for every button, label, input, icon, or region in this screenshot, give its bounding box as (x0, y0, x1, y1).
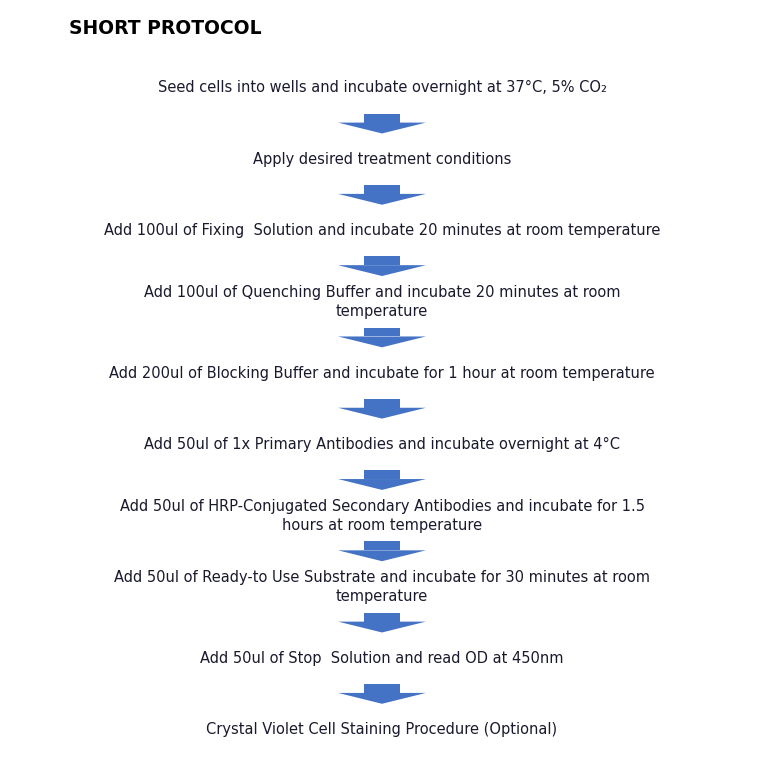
Bar (364, 399, 400, 408)
Bar (364, 470, 400, 479)
Text: Add 100ul of Fixing  Solution and incubate 20 minutes at room temperature: Add 100ul of Fixing Solution and incubat… (104, 223, 660, 238)
Polygon shape (338, 693, 426, 704)
Polygon shape (338, 622, 426, 633)
Bar (364, 328, 400, 336)
Polygon shape (338, 194, 426, 205)
Bar (364, 542, 400, 550)
Bar (364, 684, 400, 693)
Bar (364, 114, 400, 122)
Polygon shape (338, 479, 426, 490)
Text: Crystal Violet Cell Staining Procedure (Optional): Crystal Violet Cell Staining Procedure (… (206, 722, 558, 737)
Bar (364, 613, 400, 622)
Text: Apply des​ired treatment conditions: Apply des​ired treatment conditions (253, 152, 511, 167)
Text: Add 50ul of 1x Primary Antibodies and incubate overnight at 4°C: Add 50ul of 1x Primary Antibodies and in… (144, 437, 620, 452)
Text: Add 100ul of Quenching Buffer and incubate 20 minutes at room
temperature: Add 100ul of Quenching Buffer and incuba… (144, 285, 620, 319)
Bar (364, 185, 400, 194)
Text: Add 50ul of HRP-Conjugated Secondary Antibodies and incubate for 1.5
hours at ro: Add 50ul of HRP-Conjugated Secondary Ant… (119, 499, 645, 533)
Text: SHORT PROTOCOL: SHORT PROTOCOL (69, 19, 261, 38)
Polygon shape (338, 550, 426, 562)
Bar (364, 256, 400, 265)
Polygon shape (338, 408, 426, 419)
Polygon shape (338, 265, 426, 276)
Text: Add 200ul of Blocking Buffer and incubate for 1 hour at room temperature: Add 200ul of Blocking Buffer and incubat… (109, 366, 655, 380)
Text: Add 50ul of Ready-to Use Substrate and incubate for 30 minutes at room
temperatu: Add 50ul of Ready-to Use Substrate and i… (114, 570, 650, 604)
Polygon shape (338, 122, 426, 134)
Polygon shape (338, 336, 426, 348)
Text: Add 50ul of Stop  Solution and read OD at 450nm: Add 50ul of Stop Solution and read OD at… (200, 651, 564, 665)
Text: Seed cells into wells and incubate overnight at 37°C, 5% CO₂: Seed cells into wells and incubate overn… (157, 80, 607, 96)
